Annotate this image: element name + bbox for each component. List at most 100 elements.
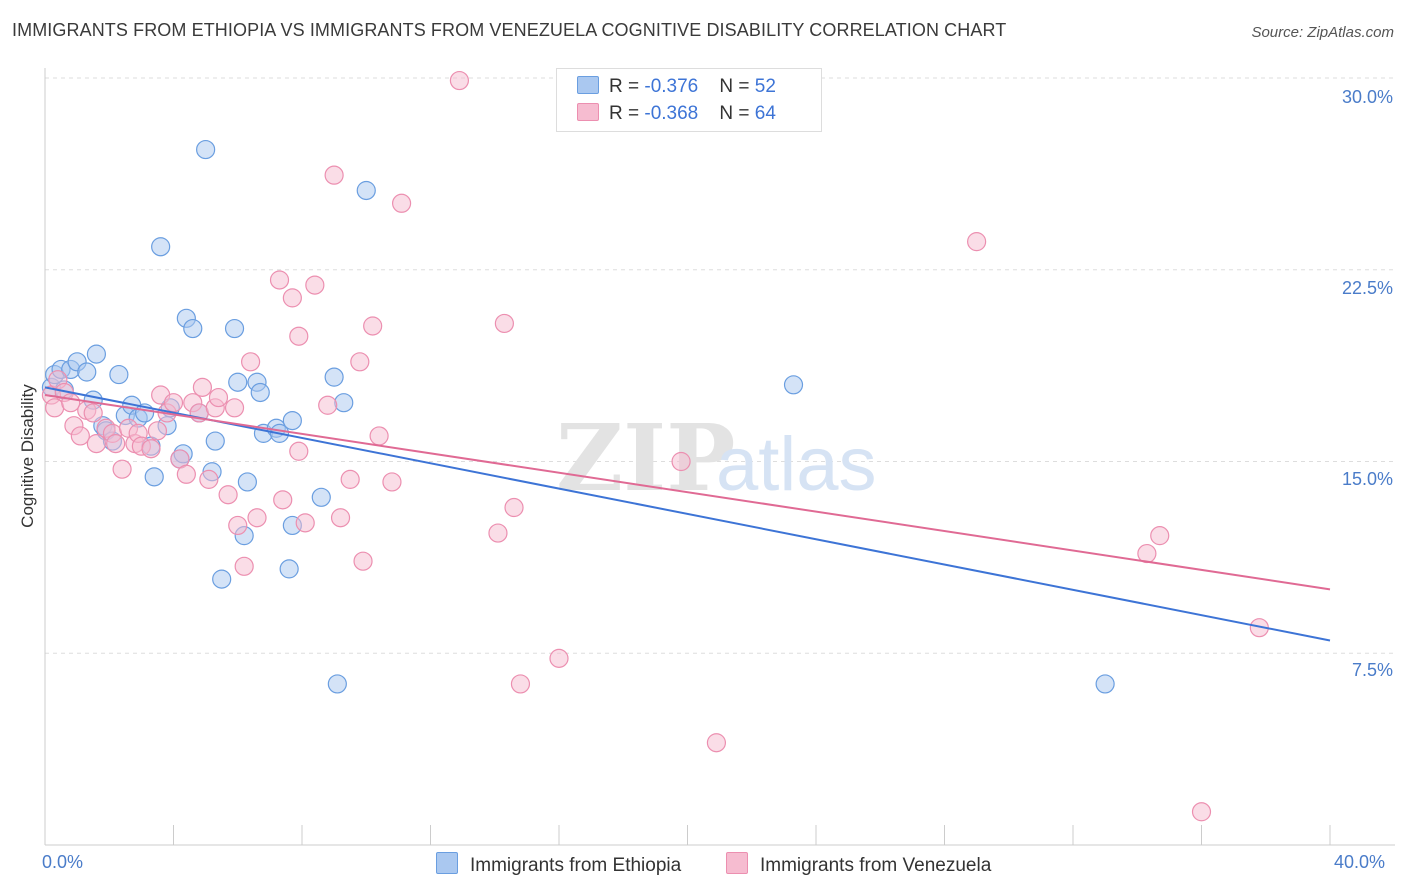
venezuela-point (449, 70, 470, 91)
venezuela-swatch (577, 103, 599, 121)
venezuela-point (269, 270, 290, 290)
venezuela-point (241, 352, 261, 372)
venezuela-point (224, 398, 245, 418)
n-value: 64 (754, 103, 776, 124)
venezuela-point (86, 434, 107, 454)
ethiopia-point (237, 472, 257, 492)
legend-venezuela-label: Immigrants from Venezuela (760, 855, 992, 876)
venezuela-point (369, 426, 389, 446)
venezuela-point (671, 451, 691, 472)
chart-title: IMMIGRANTS FROM ETHIOPIA VS IMMIGRANTS F… (12, 20, 1007, 40)
venezuela-point (305, 275, 325, 295)
ethiopia-point (228, 372, 248, 392)
venezuela-point (234, 556, 254, 576)
source-credit: Source: ZipAtlas.com (1251, 24, 1394, 41)
venezuela-point (289, 441, 309, 461)
venezuela-point (382, 472, 402, 492)
stats-box: R = -0.376 N = 52 R = -0.368 N = 64 (556, 68, 822, 132)
ethiopia-point (327, 674, 347, 694)
y-tick-7-5: 7.5% (1351, 660, 1393, 680)
venezuela-point (61, 393, 81, 413)
venezuela-point (83, 403, 103, 423)
venezuela-point (504, 497, 524, 518)
n-label: N = (719, 103, 755, 124)
ethiopia-point (212, 569, 232, 589)
venezuela-point (488, 523, 508, 543)
ethiopia-point (77, 362, 97, 382)
venezuela-point (340, 469, 360, 489)
venezuela-point (112, 459, 132, 479)
venezuela-point (163, 393, 184, 413)
ethiopia-trendline (44, 386, 1331, 642)
venezuela-point (45, 398, 65, 418)
n-label: N = (719, 76, 755, 97)
x-tick-max: 40.0% (1334, 852, 1386, 872)
venezuela-point (967, 232, 987, 252)
venezuela-point (510, 674, 531, 694)
venezuela-point (549, 648, 569, 668)
ethiopia-point (334, 393, 354, 413)
venezuela-point (350, 352, 370, 372)
venezuela-point (247, 508, 267, 528)
legend-venezuela[interactable]: Immigrants from Venezuela (726, 852, 991, 877)
venezuela-point (141, 439, 161, 459)
ethiopia-point (109, 364, 129, 385)
ethiopia-point (144, 467, 164, 487)
y-tick-30: 30.0% (1341, 87, 1393, 107)
venezuela-point (363, 316, 383, 336)
ethiopia-point (224, 318, 245, 339)
venezuela-point (324, 165, 344, 185)
venezuela-point (176, 464, 196, 484)
ethiopia-point (356, 180, 376, 201)
ethiopia-point (279, 559, 299, 579)
venezuela-point (289, 326, 309, 346)
ethiopia-point (250, 382, 270, 403)
venezuela-point (494, 313, 514, 334)
venezuela-point (147, 421, 168, 441)
venezuela-point (273, 490, 293, 510)
r-value: -0.376 (644, 76, 699, 97)
venezuela-point (228, 515, 248, 536)
y-tick-22-5: 22.5% (1341, 278, 1393, 298)
watermark-atlas: atlas (716, 422, 877, 507)
ethiopia-point (783, 375, 804, 395)
venezuela-point (353, 551, 373, 571)
legend-ethiopia[interactable]: Immigrants from Ethiopia (436, 852, 681, 877)
venezuela-point (295, 513, 315, 533)
stats-row-venezuela: R = -0.368 N = 64 (577, 103, 776, 125)
y-axis-label: Cognitive Disability (18, 384, 37, 528)
venezuela-point (106, 434, 126, 454)
venezuela-trendline (44, 394, 1331, 591)
ethiopia-point (324, 367, 344, 387)
ethiopia-swatch (577, 76, 599, 94)
venezuela-point (391, 193, 412, 213)
legend-ethiopia-swatch (436, 852, 458, 874)
venezuela-point (192, 377, 213, 397)
venezuela-point (1150, 526, 1170, 546)
r-label: R = (609, 103, 645, 124)
ethiopia-point (205, 431, 225, 451)
ethiopia-point (183, 318, 203, 339)
legend-venezuela-swatch (726, 852, 748, 874)
venezuela-point (218, 485, 238, 505)
ethiopia-point (282, 410, 302, 431)
y-tick-15: 15.0% (1341, 469, 1393, 489)
r-value: -0.368 (644, 103, 699, 124)
ethiopia-point (196, 139, 216, 160)
venezuela-point (1191, 802, 1212, 822)
stats-row-ethiopia: R = -0.376 N = 52 (577, 76, 776, 98)
venezuela-point (199, 469, 219, 489)
ethiopia-point (1095, 674, 1115, 694)
r-label: R = (609, 76, 645, 97)
venezuela-point (208, 387, 229, 408)
venezuela-point (706, 733, 727, 753)
venezuela-point (318, 395, 338, 415)
ethiopia-point (311, 487, 331, 507)
venezuela-point (330, 508, 351, 528)
venezuela-point (70, 426, 90, 446)
n-value: 52 (754, 76, 776, 97)
ethiopia-point (86, 344, 107, 364)
legend-ethiopia-label: Immigrants from Ethiopia (470, 855, 682, 876)
ethiopia-point (151, 237, 171, 257)
